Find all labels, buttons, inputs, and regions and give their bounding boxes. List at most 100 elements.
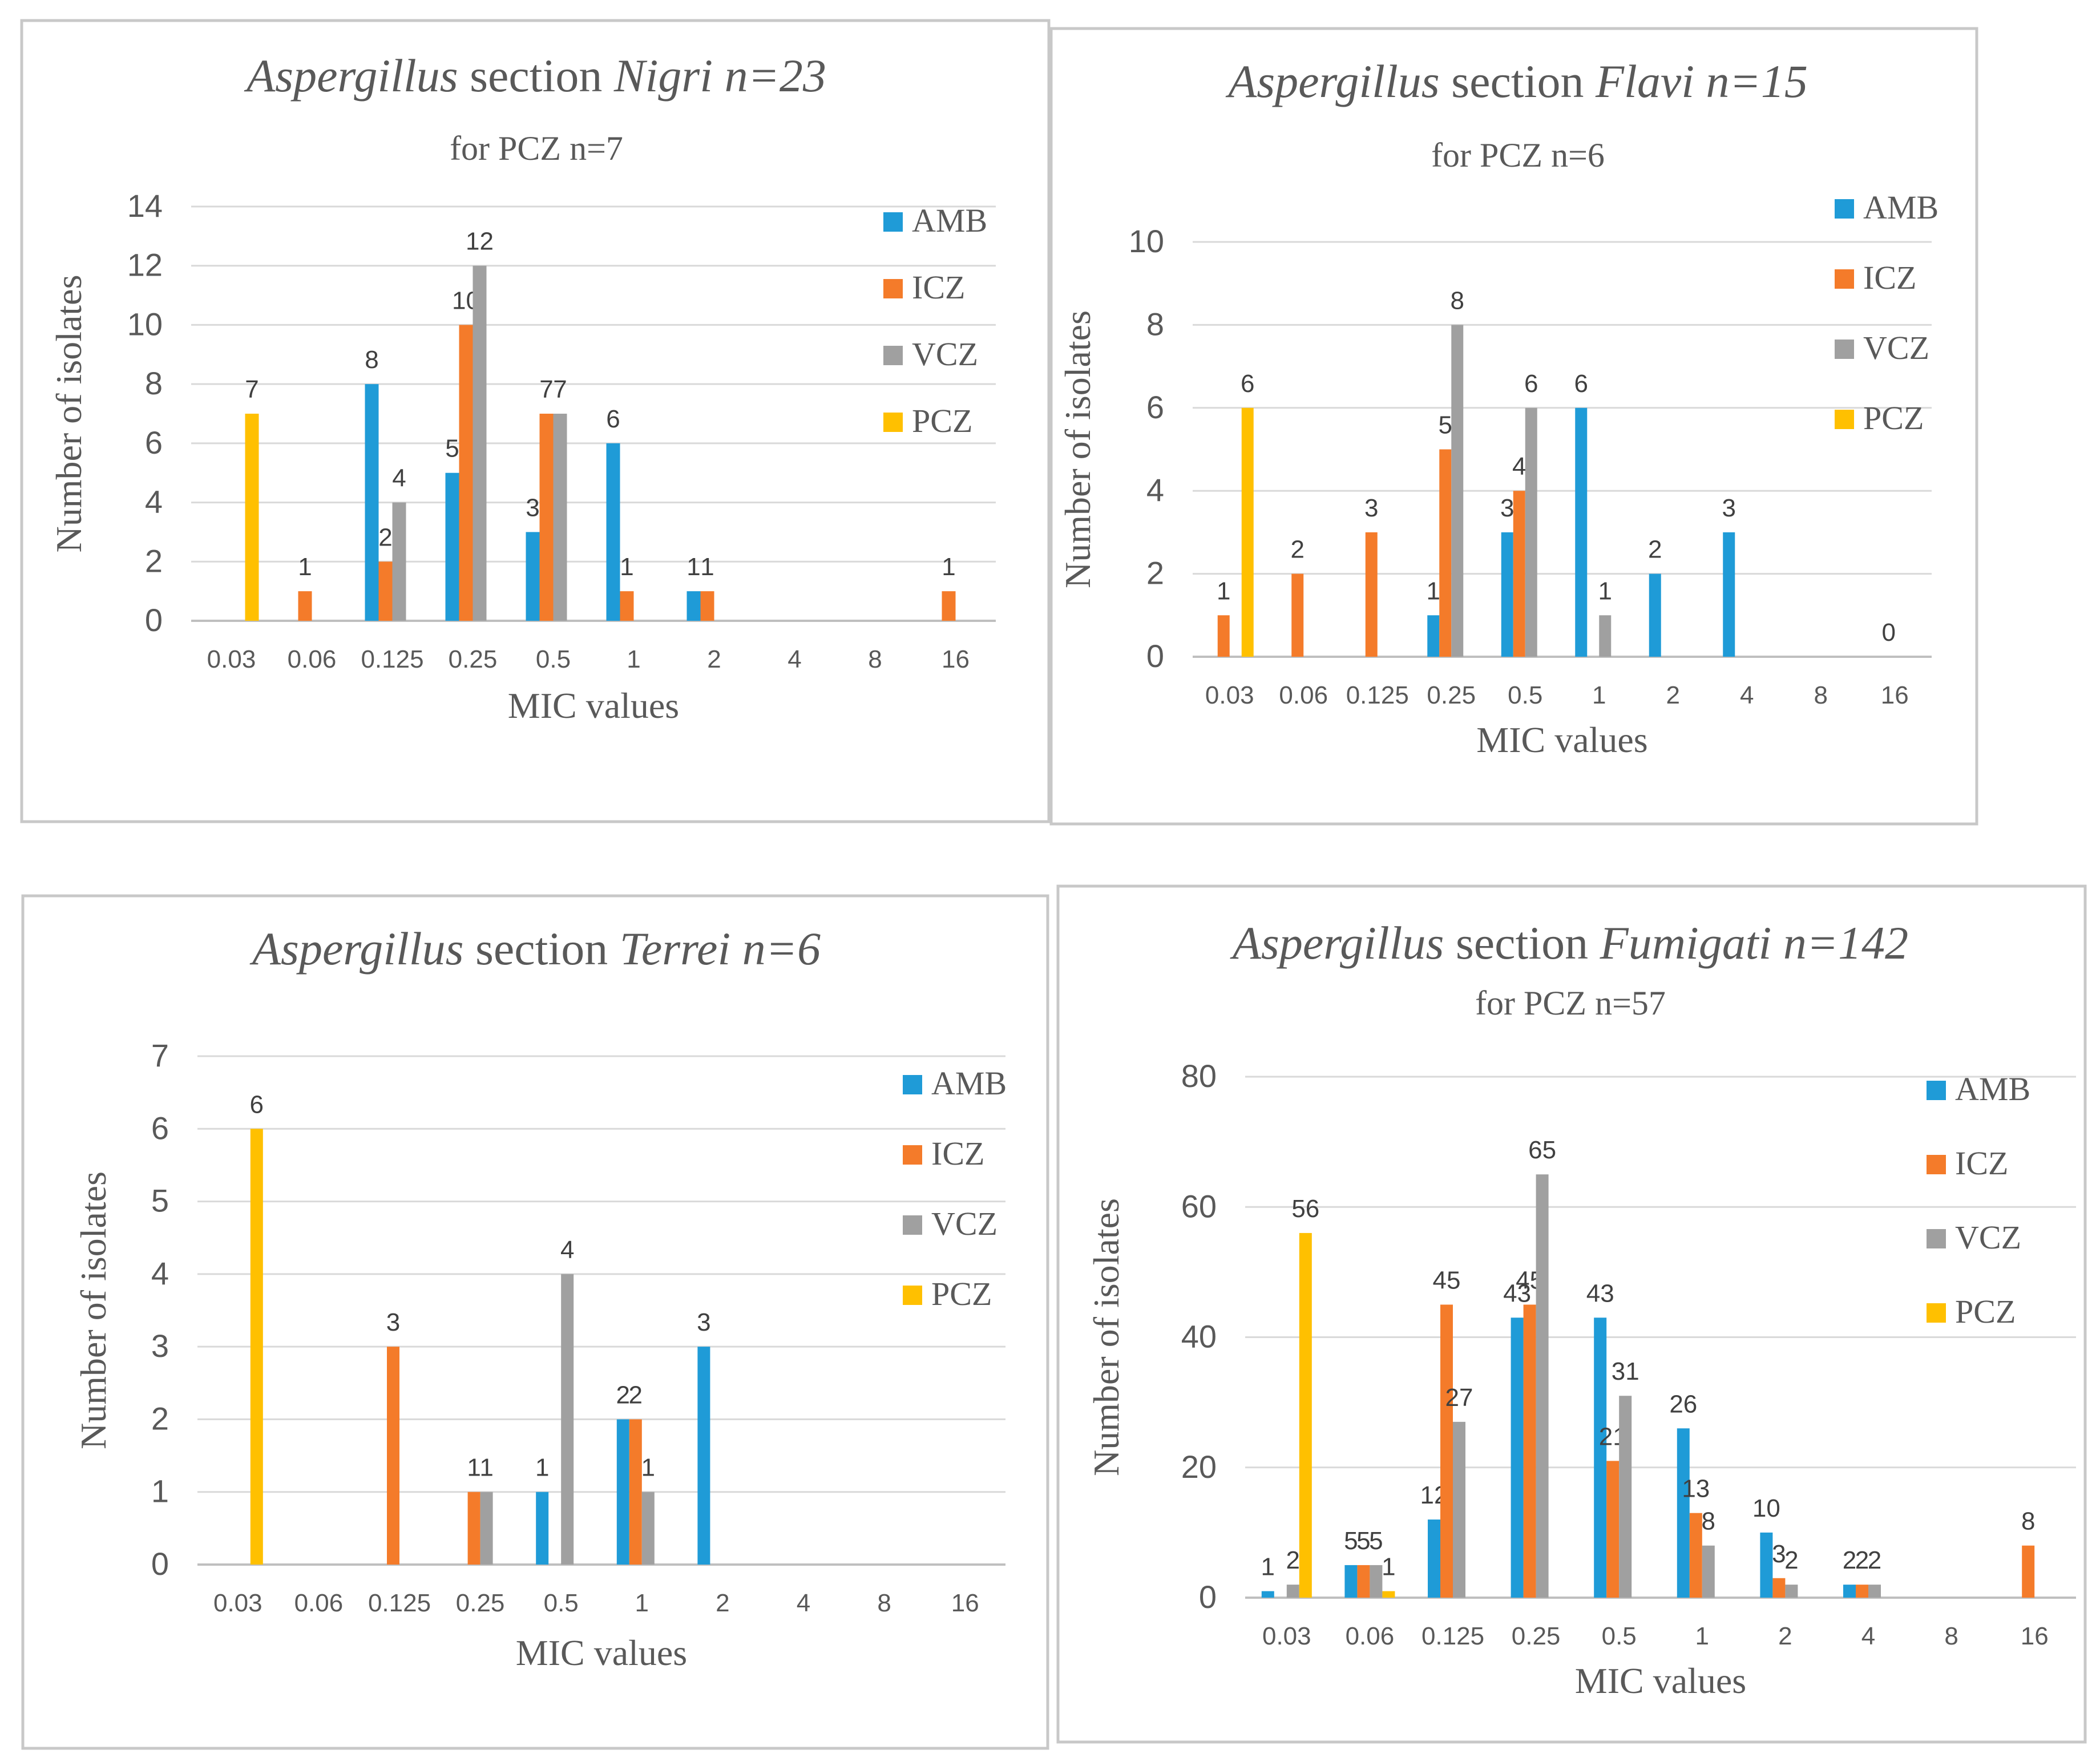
legend-label-vcz: VCZ [912,336,978,373]
chart-frame [20,19,1051,823]
y-axis-label: Number of isolates [1086,1198,1126,1476]
legend-swatch-vcz [903,1215,922,1235]
data-label: 8 [365,346,378,374]
bar-icz [378,561,393,621]
legend-label-vcz: VCZ [931,1205,998,1242]
y-tick-label: 4 [145,484,163,520]
legend-label-amb: AMB [1863,189,1939,226]
y-tick-label: 2 [1146,555,1164,591]
y-tick-label: 4 [151,1255,169,1291]
data-label: 3 [1772,1540,1786,1568]
chart-frame [21,894,1049,1750]
x-tick-label: 0.5 [1602,1622,1637,1650]
data-label: 7 [245,375,259,403]
bar-icz [1365,532,1378,657]
data-label: 1 [1382,1553,1395,1581]
data-label: 1 [467,1454,480,1482]
data-label: 1 [1598,577,1612,605]
legend-swatch-vcz [1835,340,1854,359]
legend-swatch-vcz [883,346,903,365]
legend-swatch-pcz [1927,1303,1946,1323]
bar-amb [1575,407,1588,657]
y-tick-label: 20 [1181,1449,1217,1485]
data-label: 2 [1291,536,1305,564]
data-label: 6 [250,1090,264,1118]
bar-icz [1513,491,1525,657]
x-tick-label: 2 [1666,681,1680,709]
legend-swatch-icz [903,1145,922,1165]
data-label: 8 [1702,1508,1715,1535]
x-tick-label: 8 [1944,1622,1958,1650]
y-tick-label: 8 [145,365,163,401]
bar-amb [1594,1318,1607,1598]
bar-amb [606,443,620,621]
data-label: 12 [466,228,494,256]
bar-amb [686,591,701,621]
legend-swatch-amb [903,1075,922,1094]
x-tick-label: 4 [1861,1622,1875,1650]
legend-swatch-amb [1927,1081,1946,1100]
bar-amb [536,1492,549,1565]
bar-amb [1760,1532,1773,1598]
x-axis-label: MIC values [1575,1660,1746,1701]
bar-amb [1677,1428,1690,1598]
bar-vcz [1702,1545,1715,1598]
data-label: 4 [1512,452,1526,480]
x-tick-label: 8 [877,1589,891,1617]
x-tick-label: 0.03 [1205,681,1254,709]
bar-icz [629,1419,642,1565]
y-tick-label: 4 [1146,472,1164,508]
x-tick-label: 16 [951,1589,979,1617]
legend-label-pcz: PCZ [931,1275,992,1312]
data-label: 2 [1843,1546,1856,1574]
data-label: 31 [1612,1357,1639,1385]
x-tick-label: 0.06 [1279,681,1328,709]
chart-subtitle: for PCZ n=57 [1475,984,1666,1022]
x-tick-label: 0.25 [1427,681,1476,709]
bar-amb [1649,573,1661,657]
x-tick-label: 1 [627,645,640,673]
y-tick-label: 2 [145,543,163,579]
bar-amb [697,1347,710,1565]
bar-vcz [1525,407,1537,657]
data-label: 10 [1752,1494,1780,1522]
bar-amb [1723,532,1735,657]
data-label: 26 [1669,1390,1697,1418]
legend-label-icz: ICZ [1863,259,1916,296]
y-tick-label: 0 [151,1546,169,1582]
x-tick-label: 0.5 [536,645,571,673]
x-tick-label: 0.06 [288,645,337,673]
data-label: 1 [942,553,955,581]
x-tick-label: 2 [707,645,721,673]
legend-label-pcz: PCZ [1955,1293,2016,1330]
data-label: 1 [1427,577,1440,605]
data-label: 5 [1369,1527,1383,1555]
data-label: 1 [1217,577,1230,605]
data-label: 6 [1524,370,1538,398]
bar-icz [1439,449,1452,657]
x-tick-label: 0.06 [294,1589,344,1617]
data-label: 2 [1648,536,1662,564]
data-label: 1 [535,1454,549,1482]
bar-vcz [553,414,567,621]
y-tick-label: 10 [1129,223,1164,259]
x-tick-label: 16 [2021,1622,2049,1650]
bar-icz [539,414,554,621]
bar-amb [1511,1318,1524,1598]
legend-swatch-icz [883,279,903,298]
bar-vcz [1451,325,1464,657]
data-label: 7 [539,375,553,403]
bar-vcz [1785,1585,1798,1598]
x-tick-label: 0.125 [1421,1622,1484,1650]
bar-icz [1689,1513,1702,1598]
y-tick-label: 8 [1146,306,1164,342]
bar-icz [1523,1304,1536,1598]
data-label: 43 [1586,1279,1614,1307]
x-tick-label: 4 [1740,681,1754,709]
y-tick-label: 6 [151,1110,169,1146]
bar-pcz [1241,407,1254,657]
bar-vcz [472,265,487,621]
y-tick-label: 0 [1146,638,1164,674]
x-tick-label: 0.25 [456,1589,505,1617]
legend-label-pcz: PCZ [1863,399,1924,437]
